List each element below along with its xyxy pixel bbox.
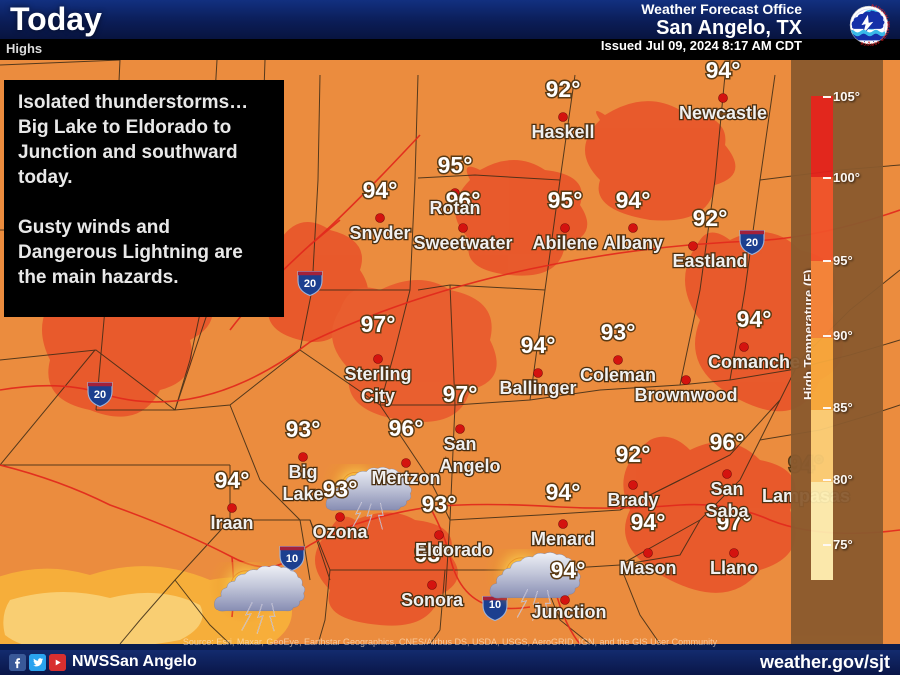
svg-text:94°: 94° [521, 332, 556, 358]
svg-text:City: City [361, 386, 395, 406]
svg-text:Mason: Mason [619, 558, 676, 578]
svg-text:94°: 94° [616, 187, 651, 213]
svg-text:94°: 94° [546, 479, 581, 505]
svg-text:Sterling: Sterling [344, 364, 411, 384]
svg-text:Ozona: Ozona [312, 522, 368, 542]
svg-text:Llano: Llano [710, 558, 758, 578]
svg-text:Coleman: Coleman [580, 365, 656, 385]
svg-text:94°: 94° [706, 60, 741, 83]
svg-text:Big: Big [289, 462, 318, 482]
svg-text:Junction: Junction [532, 602, 607, 622]
svg-text:94°: 94° [363, 177, 398, 203]
svg-text:93°: 93° [422, 491, 457, 517]
svg-text:Sweetwater: Sweetwater [413, 233, 512, 253]
svg-text:Eldorado: Eldorado [415, 540, 493, 560]
svg-text:Brady: Brady [607, 490, 658, 510]
svg-text:Menard: Menard [531, 529, 595, 549]
svg-text:Angelo: Angelo [440, 456, 501, 476]
svg-text:Saba: Saba [705, 501, 749, 521]
svg-text:Newcastle: Newcastle [679, 103, 767, 123]
svg-text:Iraan: Iraan [210, 513, 253, 533]
svg-text:Rotan: Rotan [430, 198, 481, 218]
svg-text:Snyder: Snyder [349, 223, 410, 243]
svg-text:92°: 92° [693, 205, 728, 231]
svg-text:San: San [710, 479, 743, 499]
svg-text:96°: 96° [389, 415, 424, 441]
svg-text:Lake: Lake [282, 484, 323, 504]
svg-text:94°: 94° [737, 306, 772, 332]
svg-text:Ballinger: Ballinger [499, 378, 576, 398]
svg-text:95°: 95° [548, 187, 583, 213]
svg-text:Abilene: Abilene [532, 233, 597, 253]
svg-text:Albany: Albany [603, 233, 663, 253]
svg-text:93°: 93° [323, 476, 358, 502]
svg-text:94°: 94° [215, 467, 250, 493]
svg-text:94°: 94° [631, 509, 666, 535]
svg-text:92°: 92° [616, 441, 651, 467]
svg-text:Eastland: Eastland [672, 251, 747, 271]
svg-text:93°: 93° [286, 416, 321, 442]
svg-text:20: 20 [746, 237, 758, 249]
svg-text:94°: 94° [551, 557, 586, 583]
svg-text:93°: 93° [601, 319, 636, 345]
svg-text:Comanche: Comanche [708, 352, 800, 372]
svg-text:Mertzon: Mertzon [372, 468, 441, 488]
svg-text:San: San [443, 434, 476, 454]
svg-text:Sonora: Sonora [401, 590, 464, 610]
svg-text:20: 20 [94, 389, 106, 401]
svg-text:96°: 96° [710, 429, 745, 455]
svg-text:95°: 95° [438, 152, 473, 178]
svg-text:Brownwood: Brownwood [635, 385, 738, 405]
svg-text:20: 20 [304, 278, 316, 290]
svg-text:97°: 97° [361, 311, 396, 337]
svg-text:10: 10 [286, 553, 298, 565]
svg-text:97°: 97° [443, 381, 478, 407]
svg-text:Haskell: Haskell [531, 122, 594, 142]
svg-text:92°: 92° [546, 76, 581, 102]
